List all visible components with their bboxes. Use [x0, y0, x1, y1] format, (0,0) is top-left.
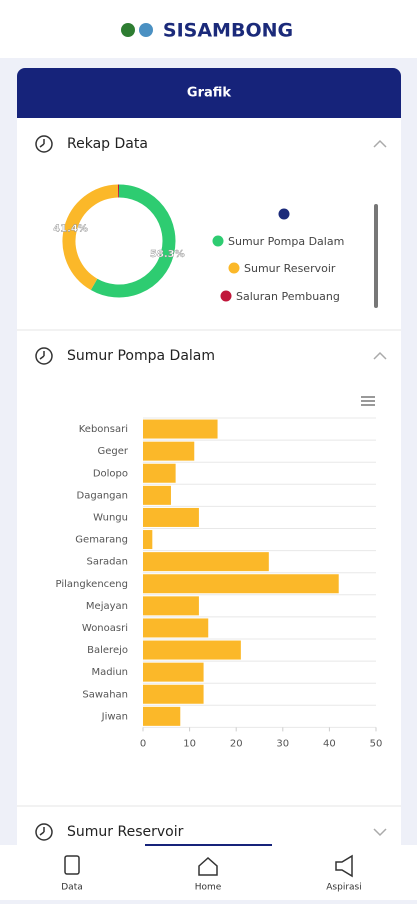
- logo: [139, 23, 153, 37]
- card-title: Grafik: [187, 86, 231, 101]
- bar: [143, 552, 269, 571]
- legend-label[interactable]: Sumur Reservoir: [244, 262, 336, 275]
- bar: [143, 618, 208, 637]
- legend-marker[interactable]: [279, 209, 290, 220]
- legend-label[interactable]: Saluran Pembuang: [236, 290, 340, 303]
- y-tick-label: Balerejo: [87, 645, 128, 656]
- bar: [143, 530, 152, 549]
- bar: [143, 707, 180, 726]
- y-tick-label: Dagangan: [77, 490, 128, 501]
- x-tick-label: 50: [370, 738, 383, 749]
- y-tick-label: Gemarang: [75, 535, 128, 546]
- section-title[interactable]: Rekap Data: [67, 136, 148, 152]
- bar: [143, 641, 241, 660]
- y-tick-label: Wungu: [93, 512, 128, 523]
- y-tick-label: Mejayan: [86, 601, 128, 612]
- bar: [143, 685, 204, 704]
- data-label: 58.3%: [150, 249, 185, 260]
- bar: [143, 596, 199, 615]
- bar: [143, 508, 199, 527]
- bar: [143, 464, 176, 483]
- y-tick-label: Sawahan: [82, 689, 128, 700]
- bar: [143, 574, 339, 593]
- legend-label[interactable]: Sumur Pompa Dalam: [228, 235, 344, 248]
- x-tick-label: 40: [323, 738, 336, 749]
- y-tick-label: Kebonsari: [79, 424, 128, 435]
- bar: [143, 663, 204, 682]
- bar: [143, 486, 171, 505]
- x-tick-label: 20: [230, 738, 243, 749]
- section-title[interactable]: Sumur Pompa Dalam: [67, 348, 215, 364]
- logo: [121, 23, 135, 37]
- nav-label[interactable]: Home: [195, 883, 222, 893]
- y-tick-label: Wonoasri: [82, 623, 128, 634]
- card: [17, 68, 401, 868]
- y-tick-label: Geger: [97, 446, 128, 457]
- bar: [143, 420, 218, 439]
- nav-label[interactable]: Aspirasi: [326, 883, 361, 893]
- legend-marker[interactable]: [213, 236, 224, 247]
- legend-marker[interactable]: [229, 263, 240, 274]
- y-tick-label: Saradan: [86, 557, 128, 568]
- y-tick-label: Madiun: [91, 667, 128, 678]
- scrollbar: [374, 204, 378, 308]
- legend-marker[interactable]: [221, 291, 232, 302]
- x-tick-label: 30: [276, 738, 289, 749]
- y-tick-label: Jiwan: [101, 711, 128, 722]
- x-tick-label: 0: [140, 738, 146, 749]
- y-tick-label: Pilangkenceng: [56, 579, 128, 590]
- section-title[interactable]: Sumur Reservoir: [67, 824, 184, 840]
- y-tick-label: Dolopo: [93, 468, 128, 479]
- app-name: SISAMBONG: [163, 20, 293, 42]
- nav-label[interactable]: Data: [61, 883, 83, 893]
- bar: [143, 442, 194, 461]
- x-tick-label: 10: [183, 738, 196, 749]
- data-label: 41.4%: [53, 224, 88, 235]
